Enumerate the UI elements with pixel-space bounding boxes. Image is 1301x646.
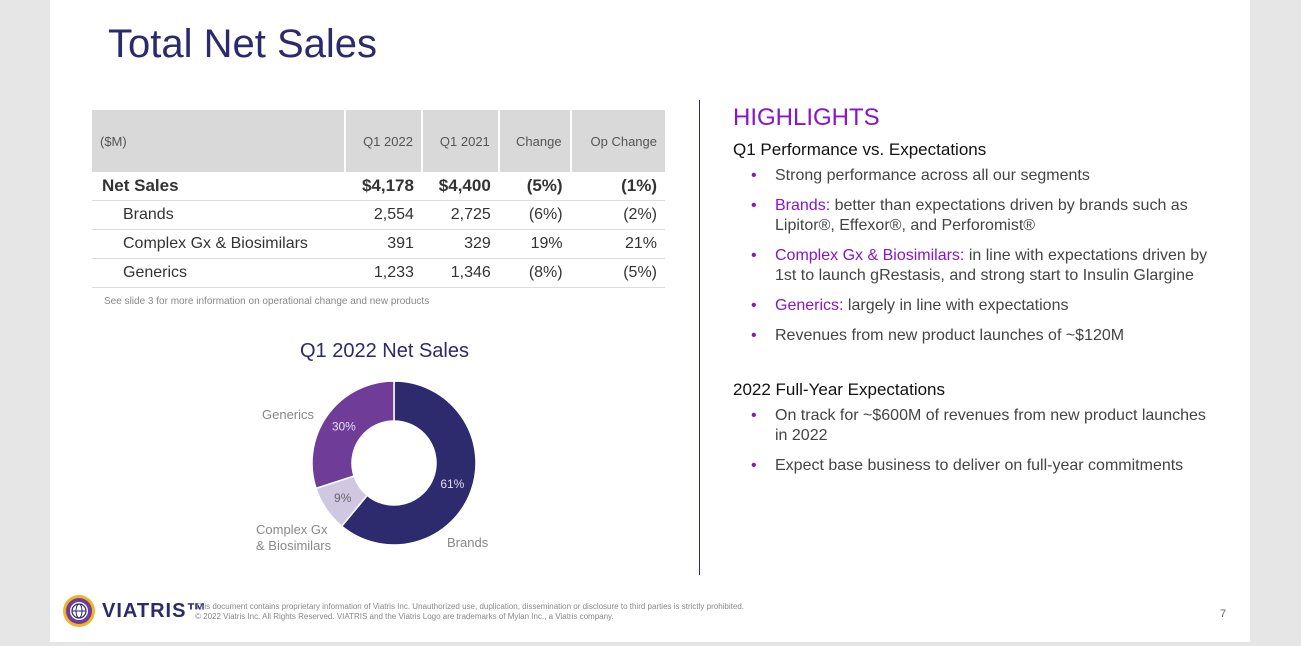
table-cell: 2,725	[421, 200, 499, 230]
col-header: Q1 2021	[420, 110, 499, 172]
globe-icon	[63, 595, 95, 627]
table-cell: (5%)	[498, 172, 571, 201]
table-cell: (8%)	[498, 258, 571, 288]
table-cell: (6%)	[498, 200, 571, 230]
highlights: HIGHLIGHTS Q1 Performance vs. Expectatio…	[733, 104, 1213, 486]
col-header: ($M)	[92, 110, 346, 172]
table-row: Brands 2,554 2,725 (6%) (2%)	[92, 200, 665, 230]
col-header: Q1 2022	[344, 110, 422, 172]
slice-brands	[340, 380, 477, 546]
list-item: Complex Gx & Biosimilars: in line with e…	[751, 246, 1213, 286]
keyword: Brands:	[775, 197, 831, 214]
table-cell: 19%	[498, 229, 571, 259]
viatris-logo: VIATRIS™	[62, 594, 207, 628]
subheading: Q1 Performance vs. Expectations	[733, 140, 987, 159]
table-cell: Net Sales	[92, 172, 346, 201]
page-title: Total Net Sales	[108, 22, 378, 66]
label-line: Complex Gx	[256, 522, 328, 537]
keyword: Generics:	[775, 297, 844, 314]
disclaimer-line: This document contains proprietary infor…	[195, 602, 745, 611]
data-label: 9%	[334, 491, 352, 505]
table-cell: 1,346	[421, 258, 499, 288]
table-cell: (1%)	[570, 172, 665, 201]
table-note: See slide 3 for more information on oper…	[104, 296, 430, 307]
table-cell: 2,554	[345, 200, 422, 230]
table-cell: 329	[421, 229, 499, 259]
label-complex-gx: Complex Gx & Biosimilars	[256, 522, 331, 554]
keyword: Complex Gx & Biosimilars:	[775, 247, 965, 264]
label-generics: Generics	[262, 407, 315, 422]
disclaimer-line: © 2022 Viatris Inc. All Rights Reserved.…	[195, 612, 614, 621]
list-item: Brands: better than expectations driven …	[751, 196, 1213, 236]
slice-generics	[311, 380, 395, 490]
table-cell: $4,400	[421, 172, 499, 201]
label-brands: Brands	[447, 535, 489, 550]
highlights-heading: HIGHLIGHTS	[733, 104, 880, 131]
table-cell: 21%	[570, 229, 665, 259]
table-row: Generics 1,233 1,346 (8%) (5%)	[92, 258, 665, 288]
table-cell: Complex Gx & Biosimilars	[92, 229, 346, 259]
table-cell: Brands	[92, 200, 346, 230]
col-header: Change	[497, 110, 571, 172]
subheading: 2022 Full-Year Expectations	[733, 380, 946, 399]
divider	[699, 100, 700, 575]
list-item: On track for ~$600M of revenues from new…	[751, 406, 1213, 446]
text: better than expectations driven by brand…	[775, 197, 1188, 234]
table-cell: 391	[345, 229, 422, 259]
label-line: & Biosimilars	[256, 538, 332, 553]
table-row: Net Sales $4,178 $4,400 (5%) (1%)	[92, 172, 665, 201]
table-row: Complex Gx & Biosimilars 391 329 19% 21%	[92, 229, 665, 259]
logo-text: VIATRIS™	[102, 599, 208, 622]
page-number: 7	[1220, 608, 1227, 620]
sales-table: ($M) Q1 2022 Q1 2021 Change Op Change Net Sa…	[92, 110, 665, 288]
text: in line with expectations driven by 1st …	[775, 247, 1208, 284]
disclaimer: This document contains proprietary infor…	[195, 602, 744, 622]
col-header: Op Change	[569, 110, 665, 172]
list-item: Revenues from new product launches of ~$…	[751, 326, 1213, 346]
list-item: Expect base business to deliver on full-…	[751, 456, 1213, 476]
list-item: Strong performance across all our segmen…	[751, 166, 1213, 186]
chart-title: Q1 2022 Net Sales	[300, 340, 469, 362]
list-item: Generics: largely in line with expectati…	[751, 296, 1213, 316]
table-cell: $4,178	[345, 172, 422, 201]
donut-chart: 61% 9% 30%	[311, 380, 477, 546]
table-cell: Generics	[92, 258, 346, 288]
data-label: 30%	[332, 420, 356, 434]
data-label: 61%	[440, 477, 464, 491]
text: largely in line with expectations	[843, 297, 1069, 314]
slide: Total Net Sales ($M) Q1 2022 Q1 2021 Change…	[50, 0, 1250, 642]
table-cell: 1,233	[345, 258, 422, 288]
table-header: ($M) Q1 2022 Q1 2021 Change Op Change	[92, 110, 665, 172]
table-cell: (5%)	[570, 258, 665, 288]
table-cell: (2%)	[570, 200, 665, 230]
